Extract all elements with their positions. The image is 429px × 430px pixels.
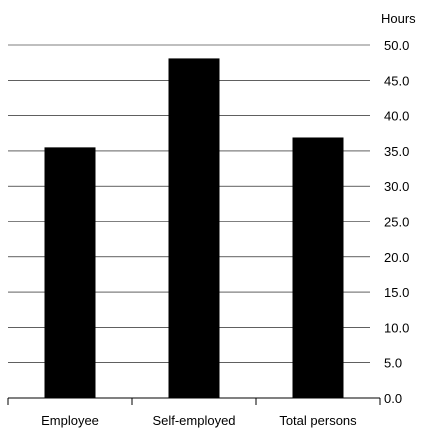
- x-tick-label: Self-employed: [152, 413, 235, 428]
- y-axis-unit-label: Hours: [381, 11, 416, 26]
- bar-employee: [44, 147, 96, 398]
- y-tick-label: 20.0: [384, 250, 409, 265]
- y-tick-label: 50.0: [384, 38, 409, 53]
- x-tick-label: Employee: [41, 413, 99, 428]
- y-tick-label: 25.0: [384, 215, 409, 230]
- y-tick-label: 15.0: [384, 285, 409, 300]
- y-tick-label: 10.0: [384, 320, 409, 335]
- y-tick-label: 30.0: [384, 179, 409, 194]
- bars: [44, 58, 344, 398]
- y-tick-label: 5.0: [384, 356, 402, 371]
- bar-self-employed: [168, 58, 220, 398]
- y-tick-labels: 0.0 5.0 10.0 15.0 20.0 25.0 30.0 35.0 40.0 45.0 50…: [384, 38, 409, 406]
- y-tick-label: 40.0: [384, 109, 409, 124]
- x-axis: [7, 398, 381, 405]
- x-tick-label: Total persons: [279, 413, 357, 428]
- y-tick-label: 35.0: [384, 144, 409, 159]
- x-tick-labels: Employee Self-employed Total persons: [41, 413, 357, 428]
- y-tick-label: 45.0: [384, 73, 409, 88]
- bar-total-persons: [292, 137, 344, 398]
- y-tick-label: 0.0: [384, 391, 402, 406]
